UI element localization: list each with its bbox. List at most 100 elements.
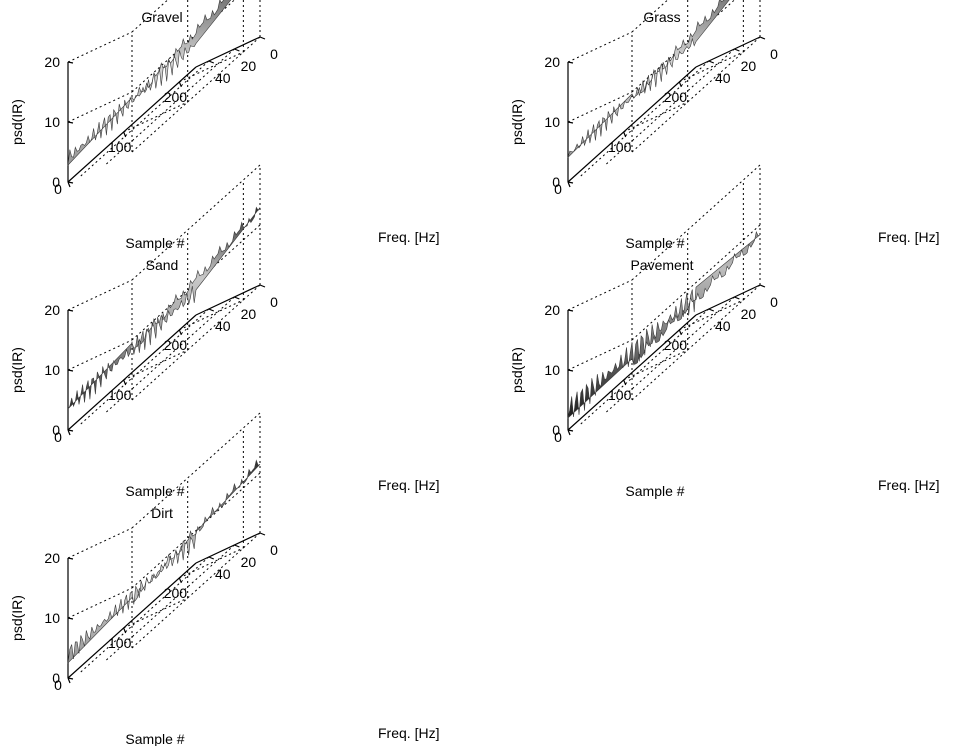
z-axis-label: psd(IR) xyxy=(9,99,25,145)
y-tick-mark xyxy=(208,60,215,64)
axis-freq xyxy=(195,532,261,564)
z-tick-mark xyxy=(67,121,74,124)
y-tick-mark xyxy=(734,296,740,300)
x-tick-mark xyxy=(678,329,682,336)
y-tick-mark xyxy=(259,284,266,288)
grid-sample xyxy=(179,547,244,579)
x-tick-mark xyxy=(623,379,627,386)
y-tick-mark xyxy=(759,36,766,40)
grid-z xyxy=(567,339,633,371)
grid-sample xyxy=(179,51,244,83)
grid-floor-back xyxy=(131,532,261,649)
z-tick-mark xyxy=(567,369,574,372)
x-tick-mark xyxy=(178,81,182,88)
surface xyxy=(567,0,730,159)
x-tick-label: 0 xyxy=(554,429,562,445)
axis-sample xyxy=(67,66,197,183)
grid-top xyxy=(67,279,133,311)
grid-sample xyxy=(623,349,688,381)
z-tick-label: 20 xyxy=(44,550,60,566)
x-tick-label: 0 xyxy=(54,677,62,693)
y-tick-mark xyxy=(759,284,766,288)
x-tick-mark xyxy=(623,131,627,138)
grid-sample xyxy=(123,101,188,133)
x-tick-label: 200 xyxy=(164,337,188,353)
chart-title: Grass xyxy=(643,9,680,25)
grid-floor-back xyxy=(631,36,761,153)
z-tick-mark xyxy=(67,181,74,184)
chart-title: Sand xyxy=(146,257,179,273)
x-axis-label: Sample # xyxy=(125,235,184,251)
grid-z xyxy=(67,91,133,123)
x-tick-mark xyxy=(178,329,182,336)
grid-top xyxy=(131,412,261,529)
grid-freq xyxy=(606,296,735,413)
y-tick-label: 20 xyxy=(241,306,257,322)
z-tick-label: 10 xyxy=(44,114,60,130)
y-tick-label: 0 xyxy=(270,542,278,558)
z-tick-mark xyxy=(567,61,574,64)
z-tick-mark xyxy=(67,61,74,64)
x-tick-label: 100 xyxy=(108,139,132,155)
x-tick-mark xyxy=(567,181,571,188)
y-tick-mark xyxy=(259,36,266,40)
grid-freq xyxy=(106,296,235,413)
x-tick-label: 100 xyxy=(108,387,132,403)
chart-title: Gravel xyxy=(141,9,182,25)
z-axis-label: psd(IR) xyxy=(9,595,25,641)
z-tick-mark xyxy=(567,429,574,432)
axis-sample xyxy=(67,314,197,431)
y-tick-label: 40 xyxy=(715,70,731,86)
z-tick-label: 10 xyxy=(44,362,60,378)
x-axis-label: Sample # xyxy=(625,483,684,499)
z-tick-label: 20 xyxy=(544,302,560,318)
y-axis-label: Freq. [Hz] xyxy=(878,229,939,245)
z-tick-label: 20 xyxy=(44,302,60,318)
grid-z xyxy=(67,339,133,371)
z-tick-mark xyxy=(67,309,74,312)
z-tick-label: 0 xyxy=(52,422,60,438)
chart-title: Dirt xyxy=(151,505,173,521)
x-tick-label: 0 xyxy=(54,181,62,197)
y-tick-mark xyxy=(234,296,240,300)
y-tick-mark xyxy=(708,308,715,312)
y-tick-mark xyxy=(734,48,740,52)
x-tick-label: 200 xyxy=(664,89,688,105)
x-tick-label: 0 xyxy=(54,429,62,445)
y-tick-label: 0 xyxy=(770,294,778,310)
grid-freq xyxy=(80,60,210,177)
y-axis-label: Freq. [Hz] xyxy=(378,477,439,493)
grid-sample xyxy=(679,51,744,83)
x-axis-label: Sample # xyxy=(125,731,184,746)
x-tick-mark xyxy=(678,81,682,88)
x-tick-mark xyxy=(567,429,571,436)
z-tick-label: 0 xyxy=(52,670,60,686)
grid-sample xyxy=(679,299,744,331)
grid-freq xyxy=(580,60,710,177)
y-tick-mark xyxy=(234,48,240,52)
grid-sample xyxy=(123,597,188,629)
surface xyxy=(67,459,261,664)
y-tick-label: 40 xyxy=(715,318,731,334)
grid-sample xyxy=(623,101,688,133)
y-tick-label: 40 xyxy=(215,70,231,86)
x-tick-mark xyxy=(123,379,127,386)
x-tick-mark xyxy=(67,677,71,684)
x-tick-label: 0 xyxy=(554,181,562,197)
surface xyxy=(67,206,261,410)
grid-top xyxy=(631,164,761,281)
grid-z xyxy=(631,224,761,341)
z-axis-label: psd(IR) xyxy=(9,347,25,393)
grid-z xyxy=(131,472,261,589)
z-tick-label: 10 xyxy=(544,362,560,378)
y-tick-label: 40 xyxy=(215,566,231,582)
z-tick-mark xyxy=(567,121,574,124)
x-tick-mark xyxy=(67,429,71,436)
axis-sample xyxy=(567,66,697,183)
x-tick-mark xyxy=(178,577,182,584)
y-tick-mark xyxy=(234,544,240,548)
y-axis-label: Freq. [Hz] xyxy=(378,725,439,741)
